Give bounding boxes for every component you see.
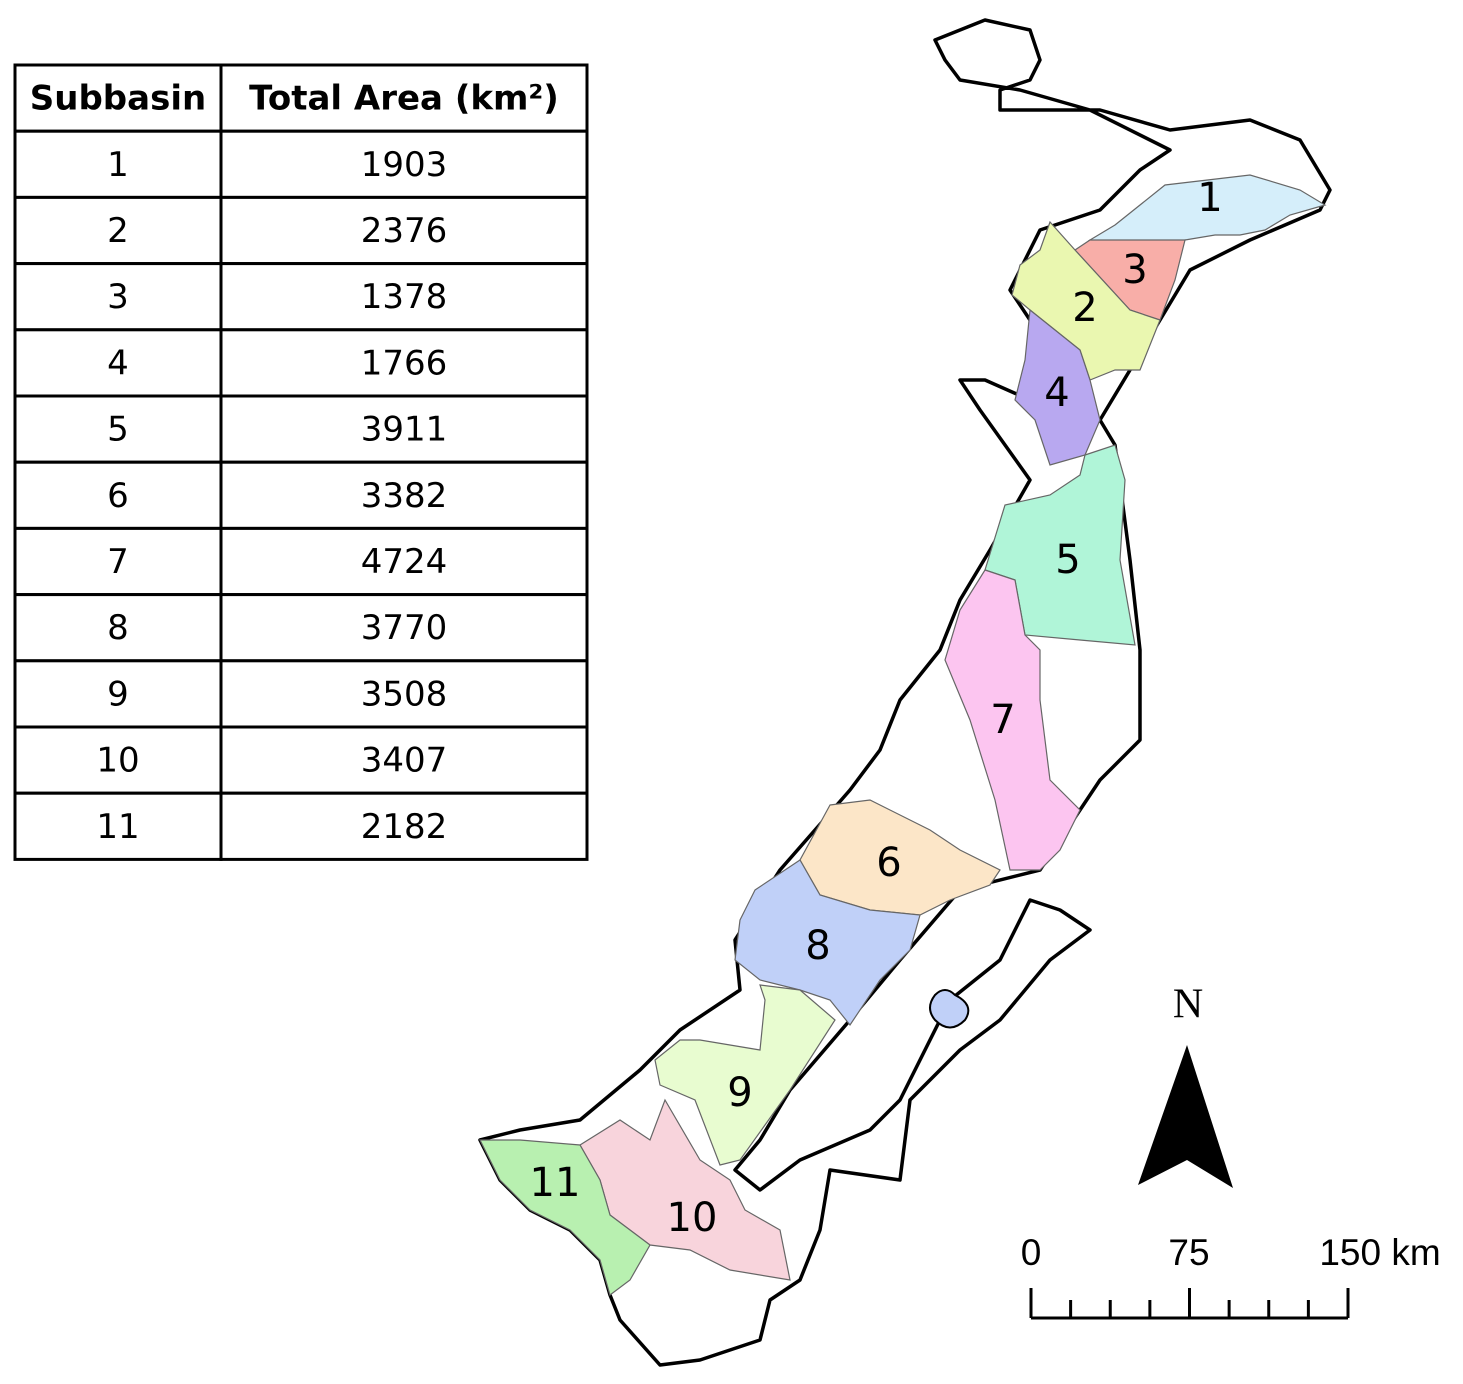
- table-cell: [219, 63, 589, 133]
- north-arrow: [1138, 1045, 1233, 1188]
- table-cell-text: 8: [107, 608, 129, 648]
- table-cell-text: 11: [96, 807, 139, 847]
- table-cell-text: 2182: [361, 807, 448, 847]
- subbasin-label: 4: [1044, 370, 1069, 416]
- table-cell: [219, 394, 589, 464]
- table-cell: [13, 195, 223, 266]
- table-cell-text: 10: [96, 741, 139, 781]
- table-cell-text: 1: [107, 145, 129, 185]
- scale-label: 150 km: [1319, 1232, 1440, 1273]
- table-cell-text: 2376: [361, 211, 448, 251]
- table-cell: [219, 725, 589, 795]
- table-cell-text: 1766: [361, 343, 448, 383]
- north-label: N: [1173, 982, 1203, 1028]
- table-cell-text: 3508: [361, 674, 448, 714]
- subbasin-9: [654, 984, 836, 1166]
- table-cell-text: 3911: [361, 410, 448, 450]
- table-cell: [219, 460, 589, 530]
- table-cell: [219, 593, 589, 663]
- scale-bar: [1029, 1288, 1350, 1320]
- table-cell-text: 3407: [361, 741, 448, 781]
- table-cell-text: 4: [107, 343, 129, 383]
- table-cell: [13, 63, 223, 133]
- table-cell-text: 3770: [361, 608, 448, 648]
- table-cell: [13, 328, 223, 398]
- table-cell-text: 3382: [361, 476, 448, 516]
- map: [478, 18, 1332, 1367]
- subbasin-label: 5: [1055, 537, 1080, 583]
- table-cell-text: 1378: [361, 277, 448, 317]
- subbasin-label: 11: [530, 1160, 581, 1206]
- table-cell: [219, 659, 589, 729]
- subbasin-label: 1: [1197, 175, 1222, 221]
- scale-label: 75: [1168, 1232, 1209, 1273]
- table-cell-text: 1903: [361, 145, 448, 185]
- table-cell-text: 5: [107, 410, 129, 450]
- table-header: Subbasin: [30, 79, 206, 119]
- subbasin-label: 7: [990, 697, 1015, 743]
- table-cell-text: 6: [107, 476, 129, 516]
- subbasin-8: [734, 859, 921, 1027]
- table-cell-text: 3: [107, 277, 129, 317]
- table-cell: [219, 262, 589, 332]
- table-cell-text: 4724: [361, 542, 448, 582]
- scale-label: 0: [1021, 1232, 1042, 1273]
- table-cell: [219, 195, 589, 266]
- table-cell: [13, 526, 223, 597]
- subbasin-11: [479, 1139, 651, 1297]
- table-cell: [13, 791, 223, 861]
- subbasin-label: 3: [1122, 247, 1147, 293]
- table-cell: [219, 129, 589, 199]
- subbasin-7: [944, 569, 1081, 871]
- table-cell: [219, 526, 589, 597]
- table-cell: [13, 460, 223, 530]
- table-cell: [219, 328, 589, 398]
- subbasin-label: 8: [805, 923, 830, 969]
- subbasin-label: 9: [727, 1070, 752, 1116]
- table-cell-text: 9: [107, 674, 129, 714]
- subbasin-label: 10: [667, 1195, 718, 1241]
- table-cell: [13, 394, 223, 464]
- subbasin-label: 2: [1072, 285, 1097, 331]
- subbasin-4: [1014, 308, 1101, 466]
- table-cell: [13, 593, 223, 663]
- table-cell-text: 2: [107, 211, 129, 251]
- subbasin-label: 6: [876, 840, 901, 886]
- table-header: Total Area (km²): [249, 79, 559, 119]
- table-cell-text: 7: [107, 542, 129, 582]
- table-cell: [13, 262, 223, 332]
- lake: [929, 989, 970, 1029]
- table-cell: [219, 791, 589, 861]
